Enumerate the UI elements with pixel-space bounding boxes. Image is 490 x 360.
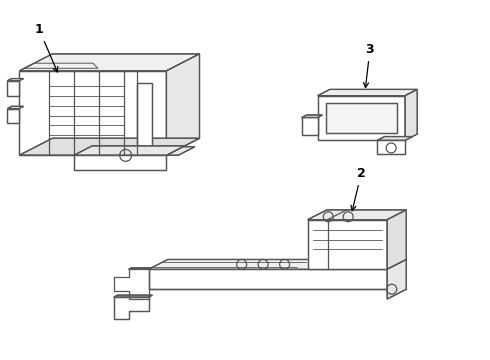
Polygon shape xyxy=(148,260,406,269)
Polygon shape xyxy=(19,54,199,71)
Polygon shape xyxy=(114,297,148,319)
Polygon shape xyxy=(7,106,24,109)
Polygon shape xyxy=(302,117,318,135)
Text: 1: 1 xyxy=(35,23,58,72)
Polygon shape xyxy=(167,54,199,155)
Polygon shape xyxy=(7,78,24,81)
Polygon shape xyxy=(129,268,151,269)
Polygon shape xyxy=(325,103,397,133)
Polygon shape xyxy=(74,146,185,155)
Polygon shape xyxy=(167,147,195,155)
Polygon shape xyxy=(114,295,152,297)
Polygon shape xyxy=(7,81,19,96)
Polygon shape xyxy=(405,89,417,140)
Text: 2: 2 xyxy=(351,167,366,211)
Polygon shape xyxy=(377,140,405,154)
Polygon shape xyxy=(318,89,417,96)
Polygon shape xyxy=(308,220,387,269)
Polygon shape xyxy=(19,138,199,155)
Polygon shape xyxy=(74,155,167,170)
Polygon shape xyxy=(137,83,151,155)
Polygon shape xyxy=(7,109,19,123)
Polygon shape xyxy=(308,210,406,220)
Polygon shape xyxy=(377,136,413,140)
Polygon shape xyxy=(318,96,405,140)
Polygon shape xyxy=(387,210,406,269)
Polygon shape xyxy=(148,269,387,289)
Polygon shape xyxy=(302,115,322,117)
Text: 3: 3 xyxy=(364,43,374,87)
Polygon shape xyxy=(19,71,167,155)
Polygon shape xyxy=(387,260,406,299)
